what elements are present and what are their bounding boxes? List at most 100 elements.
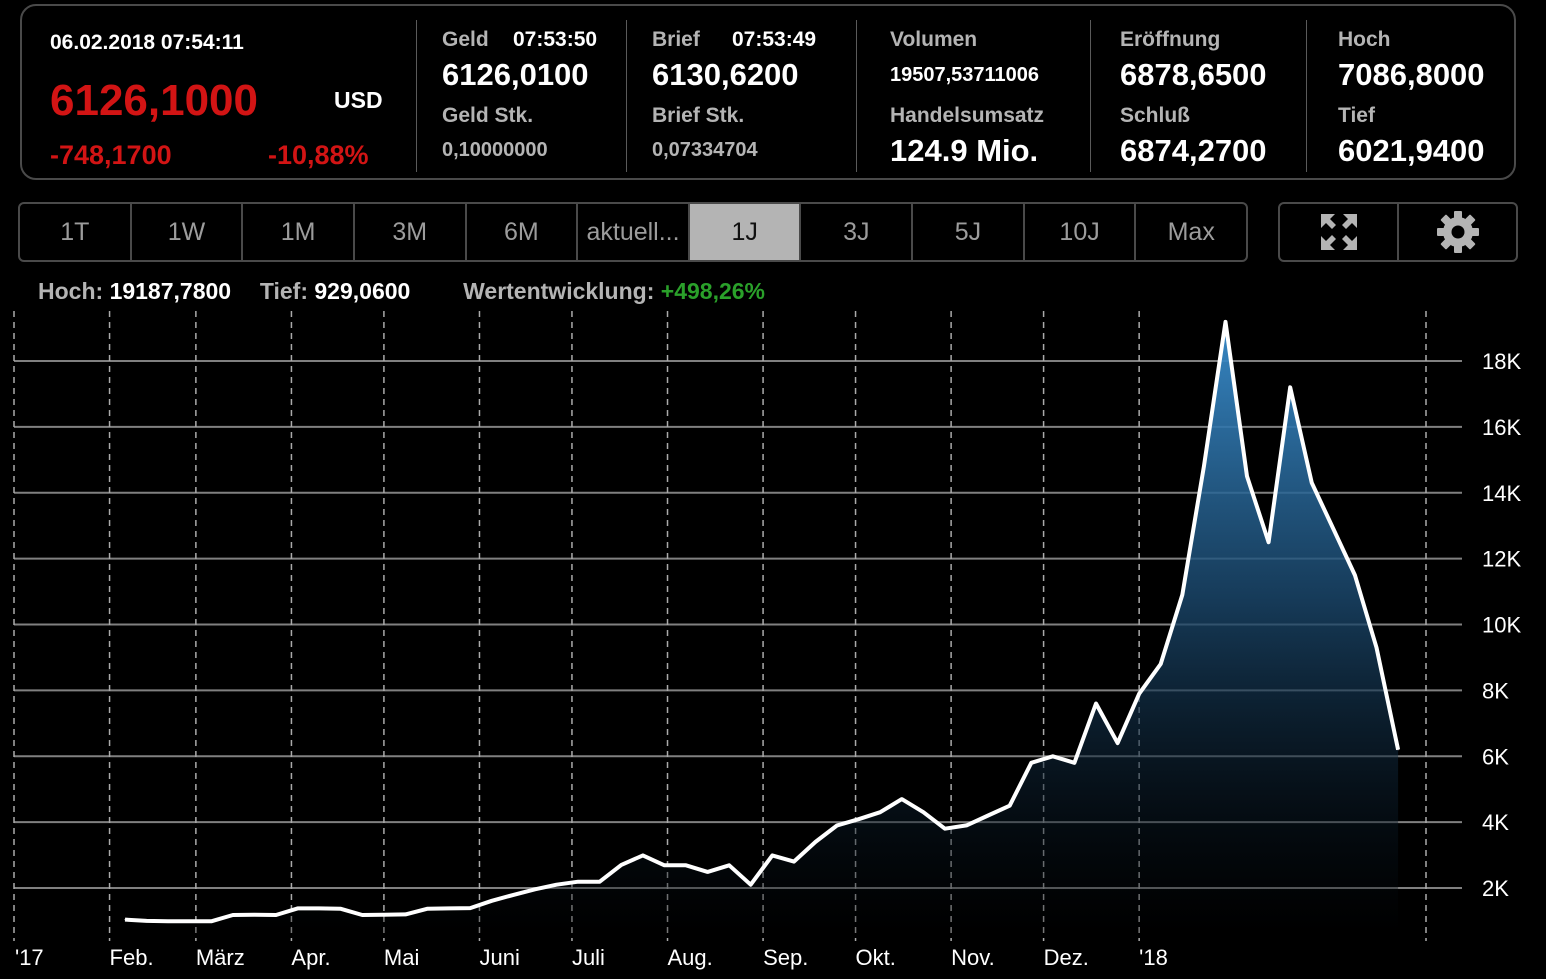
range-button-1t[interactable]: 1T [20, 204, 132, 260]
data-point [210, 920, 212, 922]
turnover-label: Handelsumsatz [890, 104, 1045, 127]
range-button-1w[interactable]: 1W [132, 204, 244, 260]
y-tick-label: 16K [1482, 415, 1521, 440]
series-area [124, 321, 1399, 934]
data-point [318, 907, 320, 909]
x-tick-label: Apr. [291, 945, 330, 970]
volume-cell: Volumen 19507,53711006 Handelsumsatz 124… [858, 6, 1088, 178]
currency-label: USD [334, 87, 383, 113]
close-value: 6874,2700 [1120, 133, 1267, 168]
data-point [383, 914, 385, 916]
data-point [1160, 663, 1162, 665]
data-point [426, 908, 428, 910]
ask-size-value: 0,07334704 [652, 139, 758, 161]
quote-header: 06.02.2018 07:54:11 6126,1000 USD -748,1… [20, 4, 1516, 180]
range-button-5j[interactable]: 5J [913, 204, 1025, 260]
range-button-3m[interactable]: 3M [355, 204, 467, 260]
x-tick-label: Aug. [668, 945, 713, 970]
data-point [707, 871, 709, 873]
data-point [750, 884, 752, 886]
y-tick-label: 8K [1482, 678, 1509, 703]
last-price: 6126,1000 [50, 76, 258, 125]
low-value: 6021,9400 [1338, 133, 1485, 168]
bid-value: 6126,0100 [442, 57, 589, 92]
y-tick-label: 18K [1482, 349, 1521, 374]
data-point [1332, 528, 1334, 530]
data-point [124, 919, 126, 921]
data-point [836, 824, 838, 826]
performance-label: Wertentwicklung: [463, 278, 655, 304]
chart-tools [1278, 202, 1518, 262]
range-button-3j[interactable]: 3J [801, 204, 914, 260]
expand-arrows-icon [1320, 214, 1357, 250]
data-point [1376, 647, 1377, 649]
data-point [297, 907, 299, 909]
divider [1090, 20, 1091, 172]
x-tick-label: März [196, 945, 245, 970]
period-high-label: Hoch: [38, 278, 104, 304]
data-point [232, 914, 234, 916]
bid-size-value: 0,10000000 [442, 139, 548, 161]
data-point [599, 881, 601, 883]
data-point [253, 914, 255, 916]
low-label: Tief [1338, 104, 1375, 127]
data-point [858, 818, 860, 820]
y-tick-label: 12K [1482, 547, 1521, 572]
data-point [879, 811, 881, 813]
data-point [340, 908, 342, 910]
x-tick-label: '17 [15, 945, 44, 970]
range-button-aktuell[interactable]: aktuell... [578, 204, 690, 260]
data-point [1246, 475, 1248, 477]
data-point [1138, 693, 1140, 695]
data-point [167, 920, 169, 922]
bid-label: Geld [442, 28, 489, 51]
y-tick-label: 10K [1482, 613, 1521, 638]
data-point [793, 861, 795, 863]
data-point [361, 914, 363, 916]
period-high-value: 19187,7800 [109, 278, 232, 304]
data-point [469, 907, 471, 909]
data-point [728, 864, 730, 866]
data-point [275, 914, 277, 916]
open-label: Eröffnung [1120, 28, 1221, 51]
data-point [491, 900, 493, 902]
x-tick-label: Juni [479, 945, 519, 970]
data-point [944, 828, 946, 830]
settings-button[interactable] [1399, 204, 1516, 260]
fullscreen-button[interactable] [1280, 204, 1399, 260]
range-button-1m[interactable]: 1M [243, 204, 355, 260]
range-button-6m[interactable]: 6M [467, 204, 579, 260]
change-percent: -10,88% [268, 140, 369, 170]
data-point [512, 894, 514, 896]
data-point [966, 824, 967, 826]
x-tick-label: Dez. [1044, 945, 1089, 970]
y-tick-label: 4K [1482, 810, 1509, 835]
data-point [1117, 742, 1119, 744]
data-point [1289, 386, 1291, 388]
bid-time: 07:53:50 [513, 28, 598, 51]
data-point [685, 864, 687, 866]
y-tick-label: 14K [1482, 481, 1521, 506]
data-point [534, 888, 536, 890]
divider [416, 20, 417, 172]
data-point [620, 864, 622, 866]
data-point [448, 907, 450, 909]
period-stats: Hoch: 19187,7800 Tief: 929,0600 Wertentw… [38, 278, 765, 305]
x-tick-label: Mai [384, 945, 419, 970]
data-point [663, 864, 665, 866]
data-point [146, 920, 148, 922]
ask-label: Brief [652, 28, 700, 51]
x-tick-label: Juli [572, 945, 605, 970]
series-line [124, 319, 1401, 924]
range-button-1j[interactable]: 1J [689, 204, 802, 260]
ask-size-label: Brief Stk. [652, 104, 745, 127]
range-button-10j[interactable]: 10J [1025, 204, 1137, 260]
data-point [987, 815, 989, 816]
x-tick-label: Nov. [951, 945, 995, 970]
data-point [1095, 703, 1097, 704]
data-point [556, 884, 557, 886]
range-button-max[interactable]: Max [1167, 217, 1215, 246]
data-point [1268, 541, 1270, 543]
x-tick-label: Okt. [856, 945, 896, 970]
data-point [1397, 749, 1399, 751]
